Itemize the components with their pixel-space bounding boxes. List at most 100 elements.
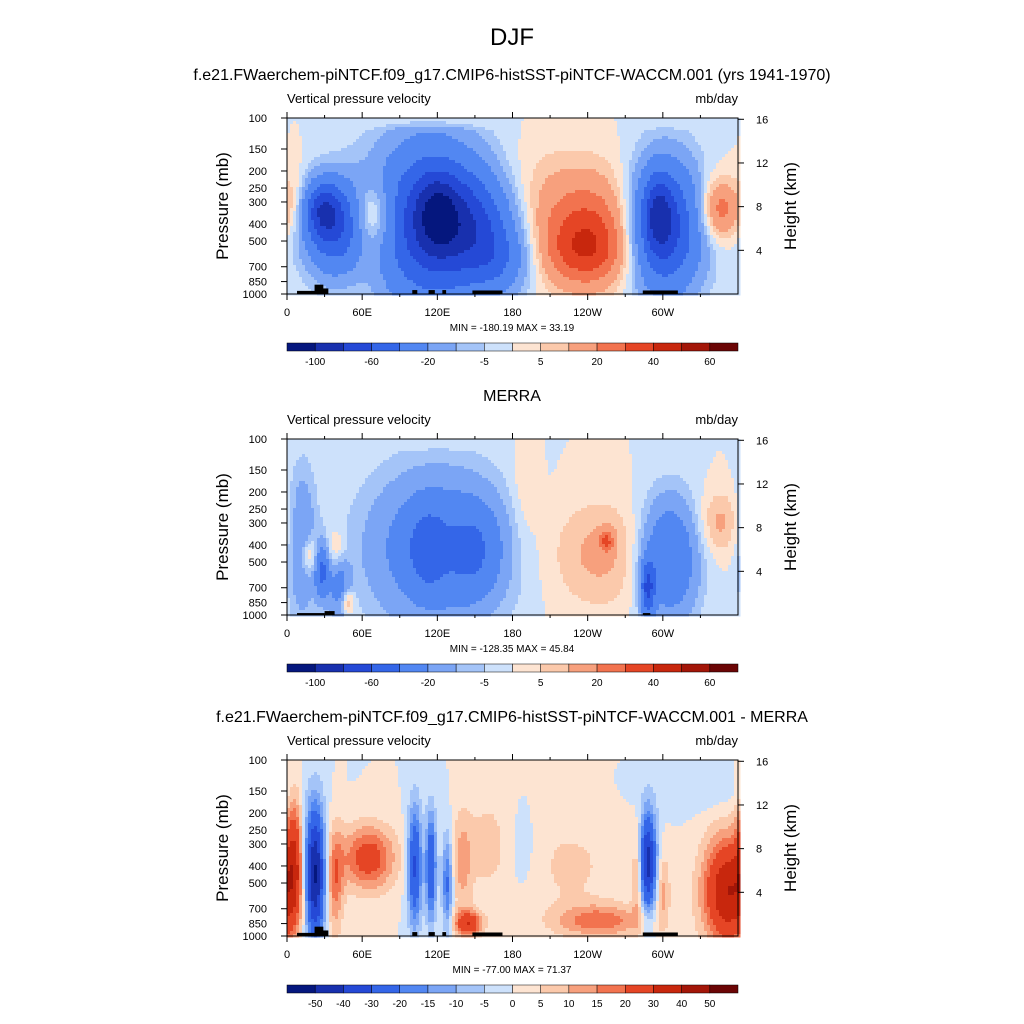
field-cell (377, 214, 380, 217)
field-cell (680, 136, 683, 139)
field-cell (344, 199, 347, 202)
field-cell (542, 166, 545, 169)
field-cell (566, 127, 569, 130)
field-cell (464, 163, 467, 166)
field-cell (617, 145, 620, 148)
field-cell (401, 130, 404, 133)
field-cell (452, 184, 455, 187)
field-cell (713, 196, 716, 199)
field-cell (728, 145, 731, 148)
field-cell (590, 139, 593, 142)
field-cell (596, 175, 599, 178)
field-cell (290, 202, 293, 205)
field-cell (440, 142, 443, 145)
field-cell (485, 187, 488, 190)
field-cell (662, 160, 665, 163)
field-cell (527, 121, 530, 124)
field-cell (401, 199, 404, 202)
field-cell (488, 172, 491, 175)
field-cell (482, 169, 485, 172)
field-cell (344, 133, 347, 136)
field-cell (605, 145, 608, 148)
field-cell (482, 160, 485, 163)
field-cell (638, 178, 641, 181)
field-cell (560, 175, 563, 178)
field-cell (389, 163, 392, 166)
field-cell (404, 148, 407, 151)
field-cell (581, 193, 584, 196)
field-cell (545, 190, 548, 193)
field-cell (494, 169, 497, 172)
field-cell (440, 118, 443, 121)
field-cell (467, 178, 470, 181)
field-cell (554, 127, 557, 130)
field-cell (716, 127, 719, 130)
field-cell (626, 175, 629, 178)
field-cell (548, 127, 551, 130)
field-cell (371, 130, 374, 133)
field-cell (485, 205, 488, 208)
field-cell (518, 178, 521, 181)
field-cell (548, 124, 551, 127)
field-cell (524, 166, 527, 169)
field-cell (581, 199, 584, 202)
field-cell (605, 205, 608, 208)
field-cell (674, 130, 677, 133)
field-cell (386, 190, 389, 193)
field-cell (704, 157, 707, 160)
field-cell (671, 190, 674, 193)
field-cell (557, 190, 560, 193)
field-cell (335, 205, 338, 208)
field-cell (572, 121, 575, 124)
field-cell (518, 208, 521, 211)
field-cell (596, 139, 599, 142)
field-cell (455, 136, 458, 139)
field-cell (533, 199, 536, 202)
field-cell (710, 172, 713, 175)
field-cell (635, 187, 638, 190)
field-cell (536, 175, 539, 178)
field-cell (458, 184, 461, 187)
field-cell (425, 139, 428, 142)
field-cell (593, 151, 596, 154)
field-cell (647, 205, 650, 208)
field-cell (668, 190, 671, 193)
field-cell (398, 121, 401, 124)
field-cell (419, 187, 422, 190)
field-cell (497, 193, 500, 196)
field-cell (452, 199, 455, 202)
field-cell (725, 175, 728, 178)
field-cell (626, 181, 629, 184)
field-cell (641, 148, 644, 151)
field-cell (680, 199, 683, 202)
field-cell (671, 163, 674, 166)
field-cell (545, 121, 548, 124)
field-cell (299, 151, 302, 154)
field-cell (632, 166, 635, 169)
field-cell (380, 199, 383, 202)
field-cell (584, 184, 587, 187)
field-cell (638, 211, 641, 214)
field-cell (458, 124, 461, 127)
field-cell (356, 205, 359, 208)
field-cell (359, 133, 362, 136)
field-cell (290, 154, 293, 157)
field-cell (488, 136, 491, 139)
field-cell (680, 172, 683, 175)
field-cell (335, 175, 338, 178)
field-cell (395, 127, 398, 130)
field-cell (695, 175, 698, 178)
field-cell (650, 211, 653, 214)
field-cell (584, 139, 587, 142)
field-cell (383, 151, 386, 154)
field-cell (734, 163, 737, 166)
field-cell (485, 133, 488, 136)
field-cell (422, 163, 425, 166)
field-cell (671, 193, 674, 196)
field-cell (473, 190, 476, 193)
field-cell (374, 157, 377, 160)
field-cell (413, 139, 416, 142)
field-cell (326, 124, 329, 127)
field-cell (662, 148, 665, 151)
field-cell (374, 175, 377, 178)
